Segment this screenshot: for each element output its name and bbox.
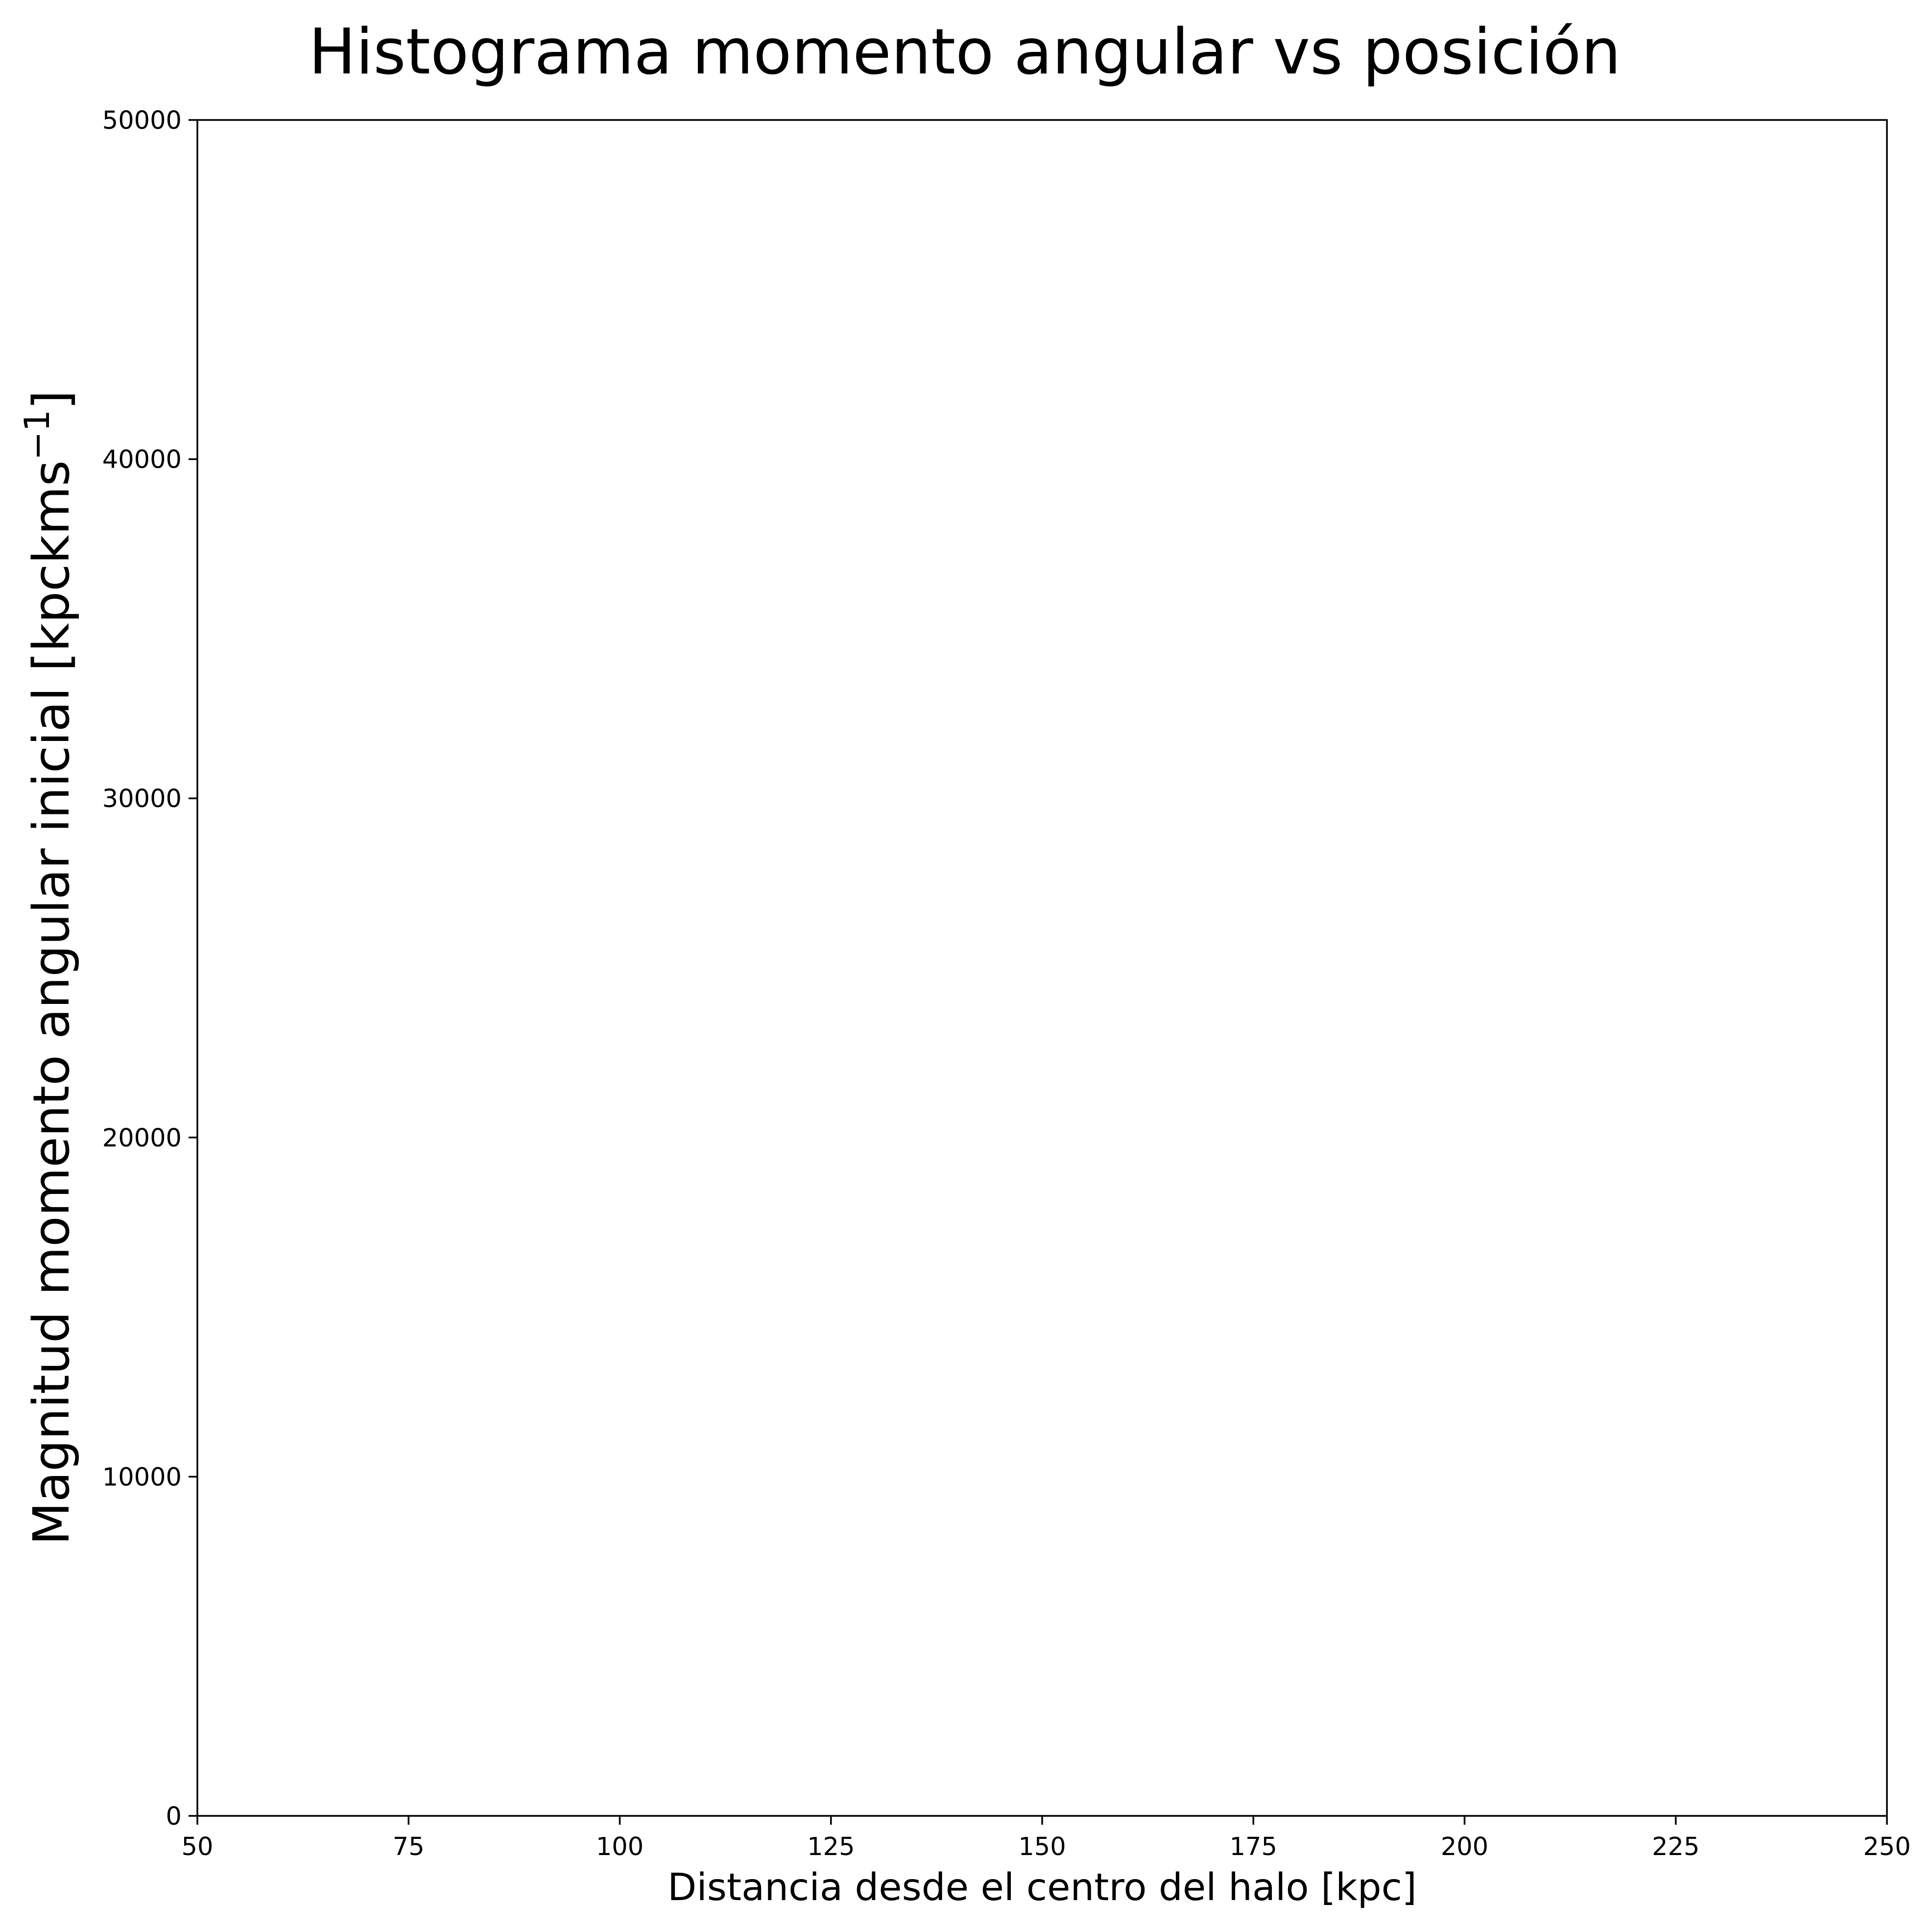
y-axis-label: Magnitud momento angular inicial [kpckms… [17,390,81,1545]
y-axis-ticks: 0 10000 20000 30000 40000 50000 [102,106,197,1831]
y-tick-label: 0 [166,1802,182,1831]
x-axis-ticks: 50 75 100 125 150 175 200 225 250 [182,1816,1911,1861]
y-axis-label-main: Magnitud momento angular inicial [kpckms [23,460,81,1545]
chart-title: Histograma momento angular vs posición [309,16,1621,89]
x-tick-label: 200 [1441,1833,1488,1861]
x-tick-label: 250 [1863,1833,1910,1861]
y-tick-label: 30000 [102,785,182,813]
y-axis-label-close: ] [23,390,81,410]
x-tick-label: 50 [182,1833,214,1861]
x-tick-label: 150 [1018,1833,1066,1861]
y-tick-label: 50000 [102,106,182,135]
y-tick-label: 20000 [102,1124,182,1153]
x-tick-label: 100 [596,1833,644,1861]
y-tick-label: 40000 [102,446,182,475]
x-tick-label: 125 [807,1833,855,1861]
x-tick-label: 75 [393,1833,425,1861]
y-axis-label-superscript: −1 [17,410,57,460]
x-tick-label: 175 [1230,1833,1277,1861]
x-tick-label: 225 [1652,1833,1699,1861]
y-tick-label: 10000 [102,1463,182,1492]
x-axis-label: Distancia desde el centro del halo [kpc] [668,1866,1417,1909]
